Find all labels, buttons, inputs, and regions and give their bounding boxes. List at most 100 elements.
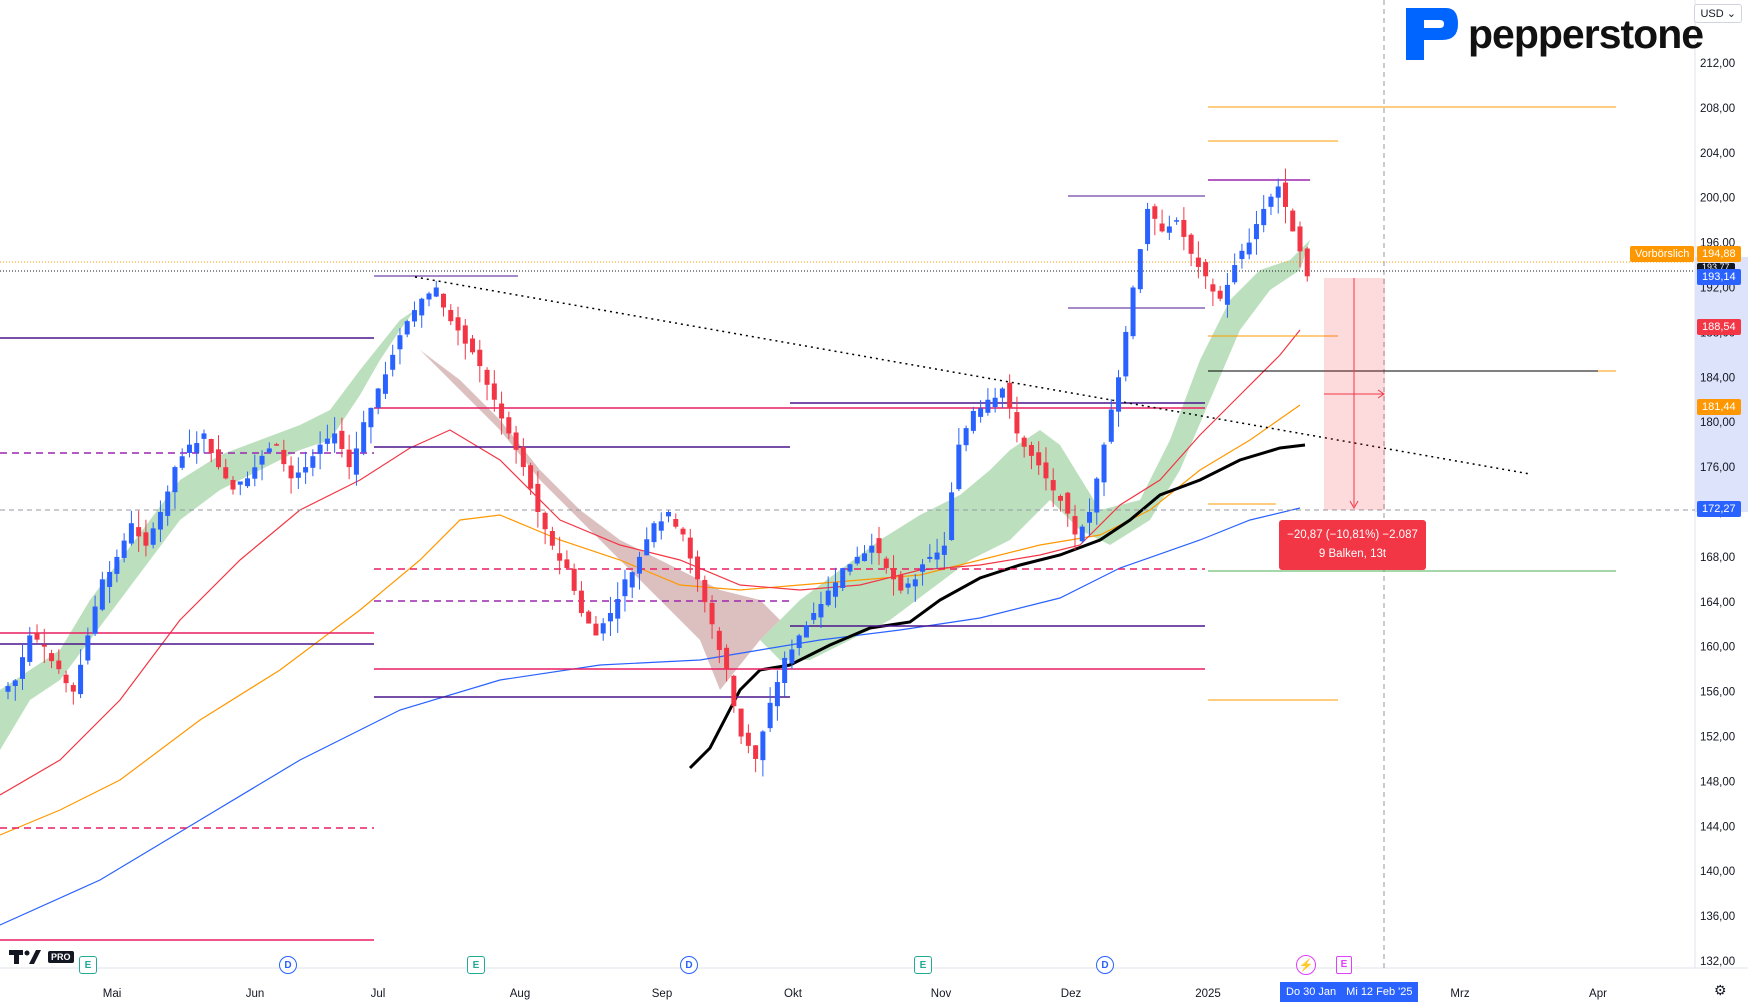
candle-body xyxy=(992,397,998,407)
candle-body xyxy=(1021,437,1027,447)
candle-body xyxy=(811,613,817,620)
candle-body xyxy=(571,568,577,591)
time-tick-label: Dez xyxy=(1061,988,1082,1000)
time-tick-label: Mrz xyxy=(1450,988,1469,1000)
candle-body xyxy=(1159,223,1165,232)
candle-body xyxy=(607,613,613,622)
pepperstone-logo: pepperstone xyxy=(1396,4,1704,64)
prev-close-tag: 193,77 xyxy=(1697,263,1735,271)
candle-body xyxy=(1101,444,1107,483)
price-tick-label: 168,00 xyxy=(1700,552,1735,564)
lightning-event-icon[interactable]: ⚡ xyxy=(1296,955,1316,975)
candle-body xyxy=(121,540,127,558)
candle-body xyxy=(1217,290,1223,299)
candle-body xyxy=(789,649,795,664)
measure-line1: −20,87 (−10,81%) −2.087 xyxy=(1287,529,1418,541)
candle-body xyxy=(557,553,563,561)
candle-body xyxy=(644,539,650,556)
candle-body xyxy=(709,602,715,625)
candle-body xyxy=(186,444,192,453)
candle-body xyxy=(1079,526,1085,542)
candle-body xyxy=(978,408,984,417)
measure-line2: 9 Balken, 13t xyxy=(1318,548,1387,560)
candle-body xyxy=(470,338,476,353)
candle-body xyxy=(208,439,214,454)
candle-body xyxy=(274,444,280,446)
price-tick-label: 192,00 xyxy=(1700,283,1735,295)
candle-body xyxy=(535,483,541,512)
currency-select[interactable]: USD ⌄ xyxy=(1694,4,1742,23)
price-tick-label: 204,00 xyxy=(1700,148,1735,160)
candle-body xyxy=(622,579,628,597)
candle-body xyxy=(339,430,345,449)
candle-body xyxy=(528,465,534,489)
candle-body xyxy=(266,448,272,453)
candle-body xyxy=(629,572,635,588)
earnings-event-icon[interactable]: E xyxy=(914,956,932,974)
candle-body xyxy=(861,553,867,562)
candle-body xyxy=(745,732,751,746)
candle-body xyxy=(252,467,258,479)
candle-body xyxy=(223,467,229,479)
earnings-event-icon[interactable]: E xyxy=(467,956,485,974)
brand-name: pepperstone xyxy=(1468,10,1704,57)
premarket-label-tag: Vorbörslich xyxy=(1630,246,1695,262)
candle-body xyxy=(1297,226,1303,252)
candle-body xyxy=(702,579,708,603)
candle-body xyxy=(215,449,221,468)
price-tick-label: 156,00 xyxy=(1700,687,1735,699)
time-axis-labels: Mai Jun Jul Aug Sep Okt Nov Dez 2025 Mrz Apr xyxy=(103,988,1607,1000)
candle-body xyxy=(1065,492,1071,514)
dividend-event-icon[interactable]: D xyxy=(1096,956,1114,974)
candle-body xyxy=(934,552,940,560)
time-tick-label: Mai xyxy=(103,988,122,1000)
candle-body xyxy=(433,287,439,297)
candle-body xyxy=(107,571,113,587)
gear-icon[interactable]: ⚙ xyxy=(1714,982,1727,998)
ma-black-line xyxy=(688,443,1306,770)
candle-body xyxy=(346,449,352,468)
price-tick-label: 136,00 xyxy=(1700,911,1735,923)
candle-body xyxy=(1174,220,1180,222)
candle-body xyxy=(295,472,301,478)
candle-body xyxy=(600,623,606,634)
candle-body xyxy=(818,603,824,618)
candle-body xyxy=(760,731,766,761)
candle-body xyxy=(999,388,1005,398)
candle-body xyxy=(1007,382,1013,409)
candle-body xyxy=(281,449,287,465)
earnings-upcoming-icon[interactable]: E xyxy=(1336,956,1352,974)
candles xyxy=(5,168,1310,777)
candle-body xyxy=(1290,210,1296,232)
candle-body xyxy=(898,574,904,591)
dividend-event-icon[interactable]: D xyxy=(279,956,297,974)
candle-body xyxy=(201,433,207,439)
candle-body xyxy=(658,521,664,531)
green-cloud-left xyxy=(0,310,415,750)
candle-body xyxy=(165,491,171,516)
green-cloud-right xyxy=(760,240,1310,660)
candle-body xyxy=(1050,480,1056,491)
candle-body xyxy=(673,519,679,527)
dividend-event-icon[interactable]: D xyxy=(680,956,698,974)
candle-body xyxy=(92,606,98,634)
candle-body xyxy=(361,422,367,453)
candle-body xyxy=(1028,445,1034,456)
price-tick-label: 164,00 xyxy=(1700,597,1735,609)
candle-body xyxy=(1014,412,1020,434)
time-tick-label: Sep xyxy=(652,988,672,1000)
ma-red-tag: 188,54 xyxy=(1697,319,1741,335)
tradingview-logo[interactable]: PRO xyxy=(9,950,74,964)
candle-body xyxy=(419,298,425,316)
candle-body xyxy=(1246,242,1252,255)
candle-body xyxy=(869,545,875,553)
candle-body xyxy=(397,335,403,350)
candle-body xyxy=(477,349,483,367)
candle-body xyxy=(499,403,505,419)
measure-label: −20,87 (−10,81%) −2.087 9 Balken, 13t xyxy=(1279,520,1426,570)
earnings-event-icon[interactable]: E xyxy=(79,956,97,974)
candle-body xyxy=(1123,331,1129,377)
candle-body xyxy=(956,444,962,490)
candle-body xyxy=(382,374,388,394)
